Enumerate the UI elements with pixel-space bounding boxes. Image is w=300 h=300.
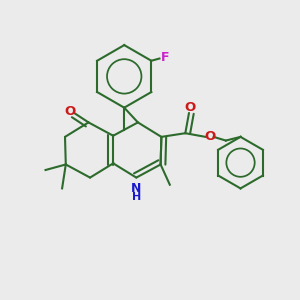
Text: O: O <box>204 130 216 143</box>
Text: O: O <box>184 101 196 114</box>
Text: H: H <box>132 192 141 202</box>
Text: F: F <box>160 51 169 64</box>
Text: N: N <box>131 182 142 195</box>
Text: O: O <box>64 105 76 118</box>
